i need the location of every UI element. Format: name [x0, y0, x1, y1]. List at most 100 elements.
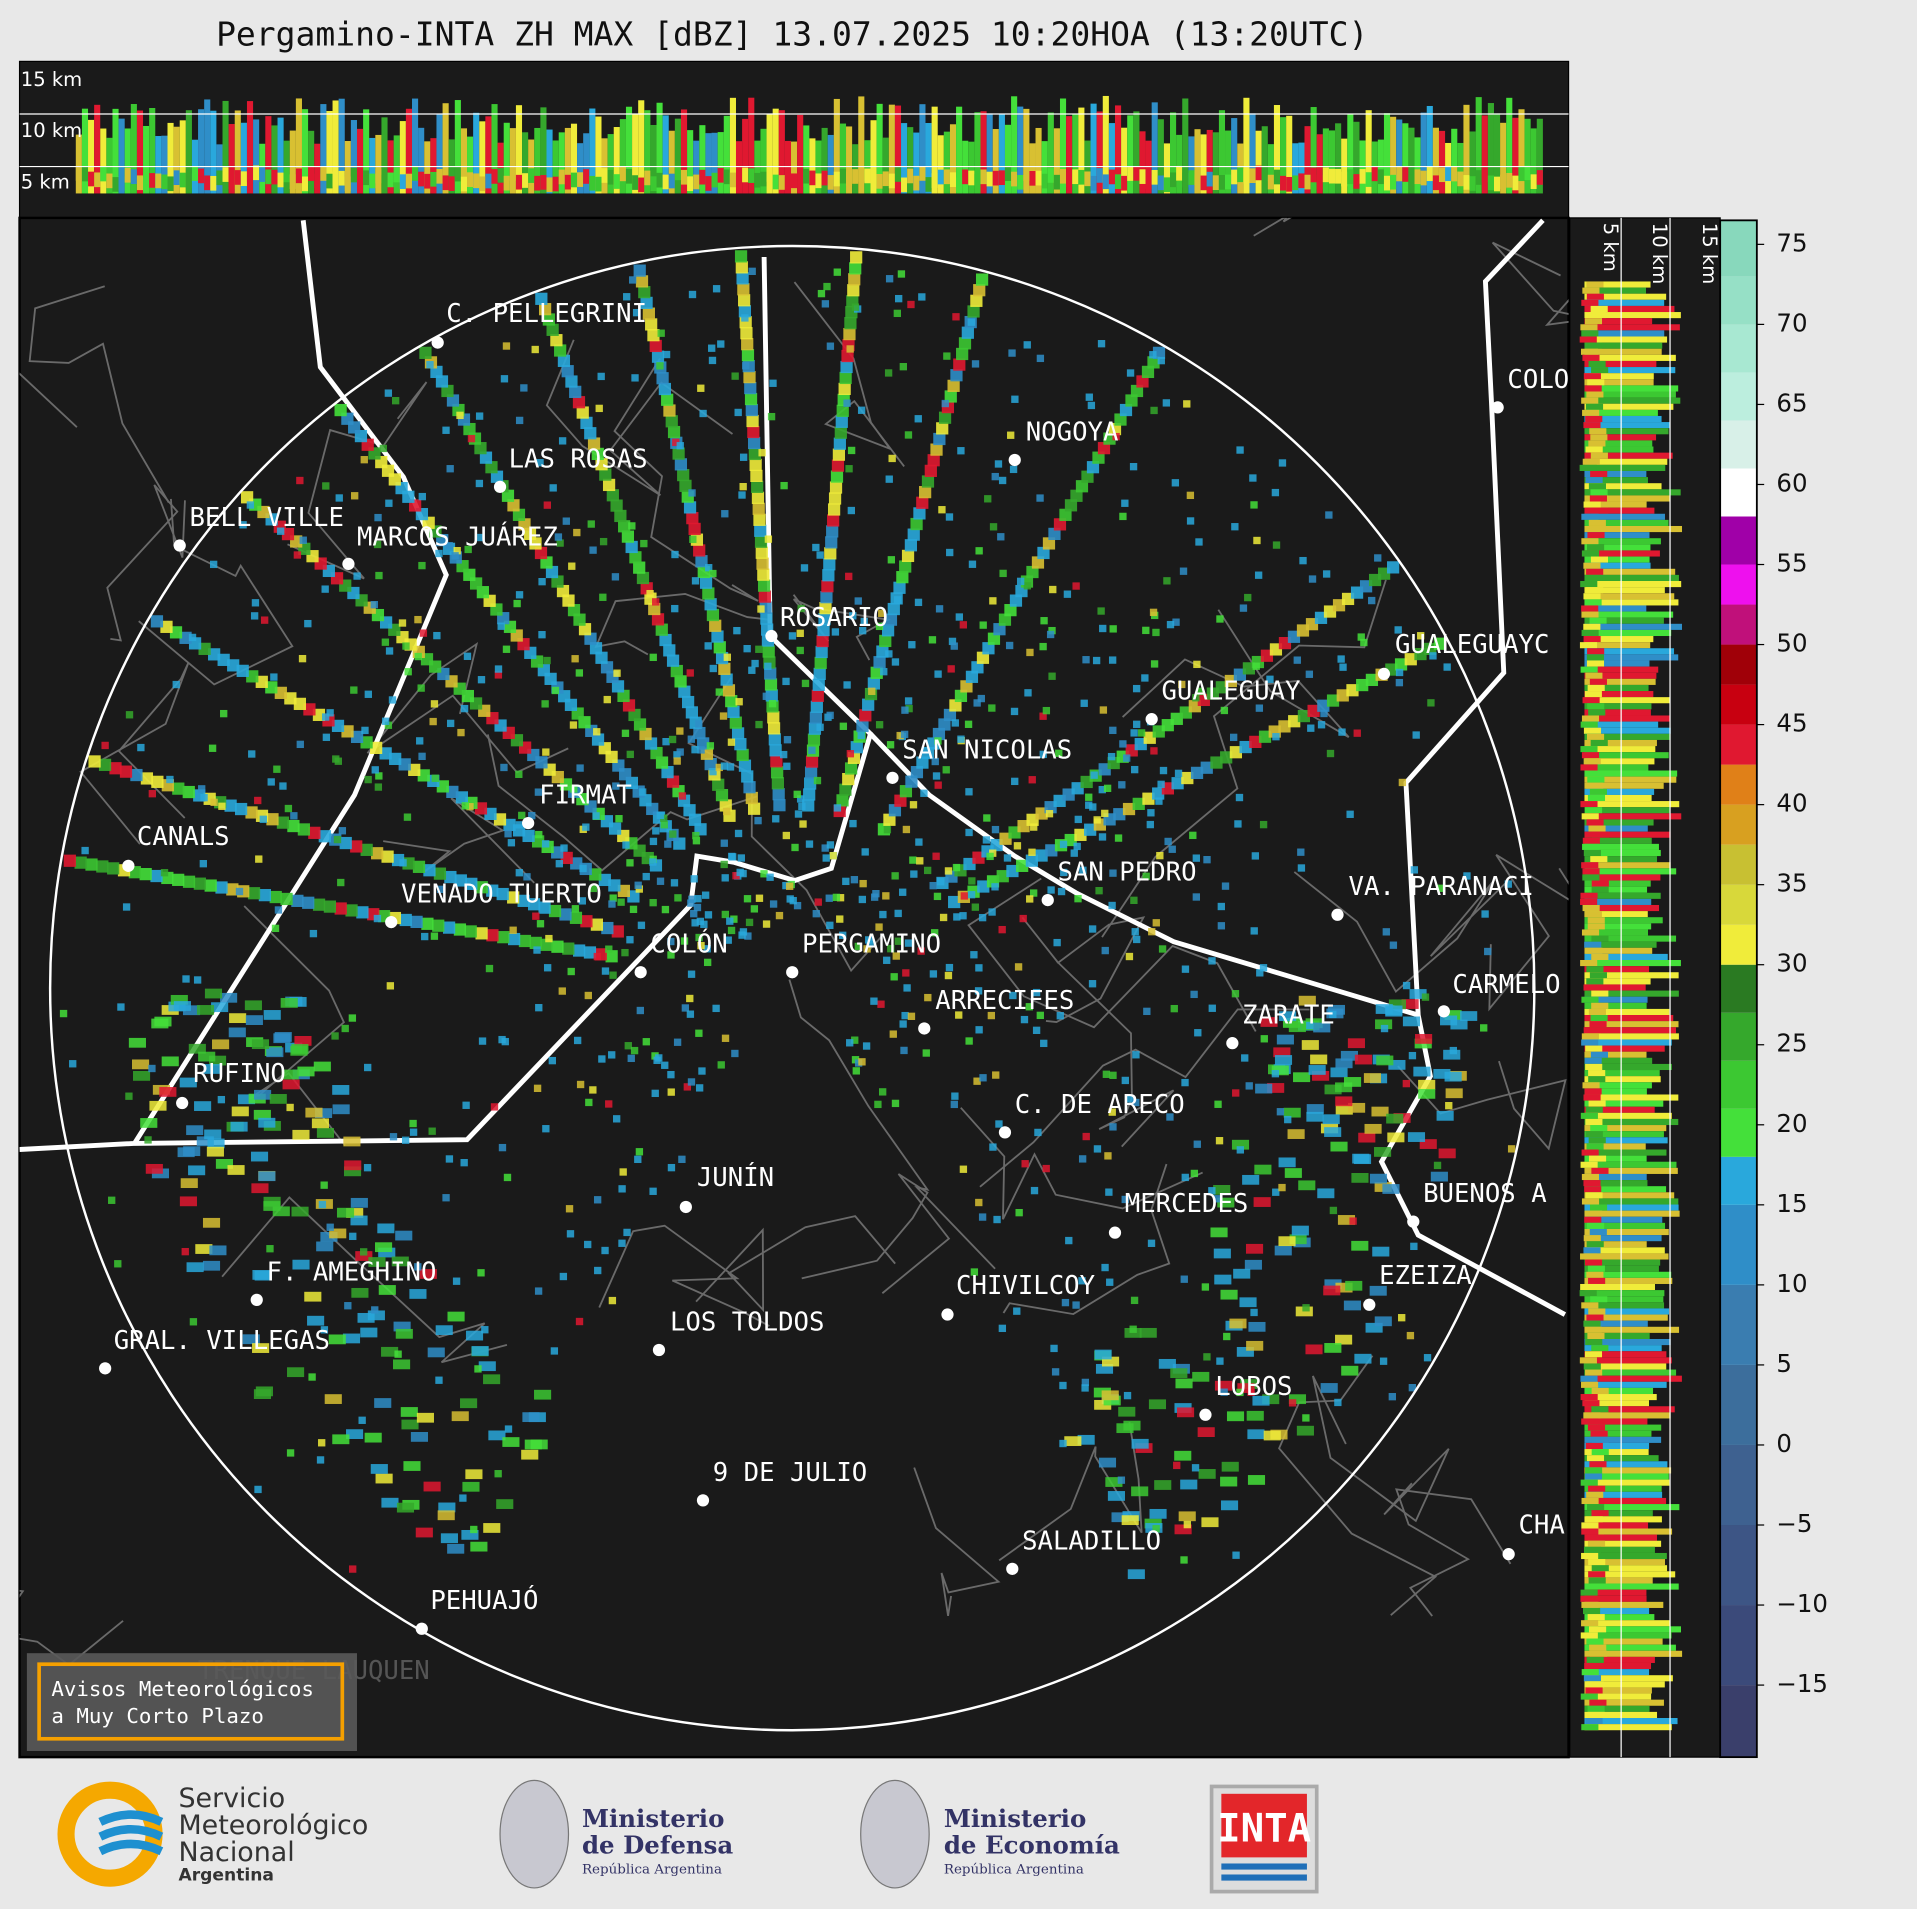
- echo: [1019, 914, 1027, 923]
- echo: [569, 721, 578, 729]
- echo: [1348, 1102, 1366, 1113]
- profile-echo: [124, 128, 131, 194]
- echo: [1147, 356, 1160, 369]
- echo: [713, 641, 726, 654]
- echo: [299, 536, 307, 544]
- profile-echo: [583, 133, 590, 194]
- profile-echo: [625, 106, 633, 194]
- echo: [1171, 479, 1180, 487]
- echo: [220, 709, 228, 718]
- profile-echo: [454, 100, 461, 194]
- echo: [206, 1146, 224, 1157]
- echo: [838, 382, 851, 396]
- profile-echo: [1182, 98, 1189, 194]
- colorbar-tick-label: 30: [1776, 949, 1807, 978]
- echo: [951, 719, 959, 727]
- echo: [1429, 652, 1437, 660]
- echo: [1127, 1569, 1145, 1580]
- echo: [891, 872, 899, 880]
- profile-echo: [1170, 112, 1177, 194]
- echo: [767, 412, 776, 421]
- profile-echo: [1580, 801, 1598, 808]
- echo: [593, 952, 601, 961]
- profile-echo: [369, 137, 376, 194]
- profile-echo: [1108, 169, 1115, 185]
- echo: [1118, 781, 1126, 789]
- echo: [859, 879, 867, 888]
- echo: [695, 1029, 703, 1037]
- echo: [626, 859, 634, 867]
- echo: [959, 1165, 968, 1173]
- echo: [667, 1163, 676, 1172]
- echo: [259, 815, 267, 823]
- echo: [598, 1055, 606, 1063]
- profile-echo: [308, 130, 315, 194]
- echo: [1437, 884, 1445, 892]
- echo: [398, 758, 411, 771]
- district-border: [28, 285, 170, 503]
- profile-echo: [1580, 764, 1598, 771]
- echo: [419, 346, 432, 359]
- echo: [360, 736, 373, 749]
- district-border: [979, 1008, 1310, 1188]
- echo: [780, 750, 788, 759]
- echo: [497, 931, 510, 944]
- echo: [1181, 965, 1190, 973]
- profile-echo: [509, 128, 516, 194]
- echo: [1146, 820, 1154, 829]
- echo: [825, 894, 833, 902]
- echo: [1137, 729, 1146, 737]
- echo: [485, 461, 498, 474]
- profile-echo: [1420, 112, 1427, 194]
- profile-echo: [1584, 880, 1651, 887]
- echo: [286, 1103, 294, 1112]
- echo: [1337, 655, 1345, 663]
- echo: [498, 1143, 507, 1152]
- echo: [1072, 582, 1080, 590]
- profile-echo: [1457, 171, 1464, 187]
- profile-echo: [1591, 367, 1609, 374]
- echo: [642, 307, 655, 320]
- profile-echo: [803, 168, 810, 184]
- echo: [1288, 1399, 1297, 1407]
- echo: [720, 673, 733, 686]
- profile-echo: [1586, 391, 1604, 398]
- city-label: BELL VILLE: [189, 503, 343, 533]
- echo: [715, 789, 729, 802]
- city-label: JUNÍN: [697, 1161, 774, 1193]
- profile-echo: [1583, 1180, 1601, 1187]
- city-label: GRAL. VILLEGAS: [114, 1326, 330, 1356]
- echo: [1181, 771, 1194, 785]
- echo: [638, 286, 651, 299]
- profile-echo: [1584, 293, 1667, 300]
- city-dot: [1407, 1215, 1420, 1228]
- echo: [463, 652, 472, 660]
- echo: [773, 799, 786, 812]
- echo: [227, 659, 240, 672]
- echo: [1177, 1407, 1195, 1418]
- echo: [446, 465, 454, 473]
- echo: [1148, 928, 1156, 936]
- echo: [207, 1138, 225, 1149]
- profile-echo: [1580, 898, 1598, 905]
- echo: [1252, 1395, 1270, 1406]
- echo: [896, 731, 904, 740]
- echo: [1278, 1157, 1296, 1168]
- echo: [924, 993, 932, 1002]
- profile-echo: [1585, 1516, 1603, 1523]
- echo: [771, 766, 784, 779]
- echo: [832, 448, 846, 461]
- profile-echo: [1581, 929, 1600, 936]
- profile-echo: [216, 170, 223, 186]
- profile-echo: [301, 109, 309, 194]
- echo: [494, 1470, 502, 1478]
- echo: [1232, 1551, 1240, 1559]
- echo: [661, 766, 674, 779]
- profile-echo: [540, 175, 547, 190]
- profile-echo: [240, 171, 247, 187]
- profile-echo: [1591, 935, 1609, 942]
- profile-echo: [344, 141, 351, 194]
- echo: [848, 273, 861, 286]
- echo: [418, 752, 426, 761]
